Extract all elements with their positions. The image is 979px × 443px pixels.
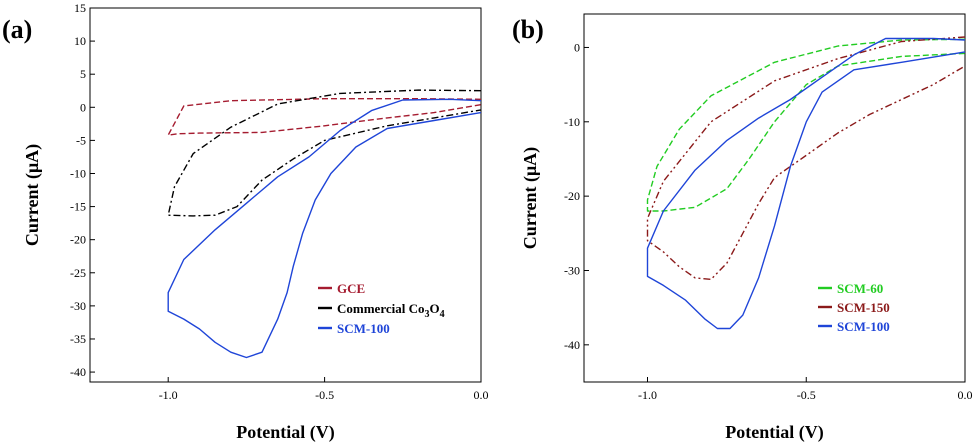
y-tick-label: -40 (564, 338, 580, 352)
y-tick-label: -20 (564, 189, 580, 203)
x-tick-label: -1.0 (638, 388, 657, 402)
y-tick-label: -35 (70, 332, 86, 346)
y-tick-label: -20 (70, 233, 86, 247)
x-tick-label: -0.5 (315, 388, 334, 402)
series-line (167, 98, 482, 359)
y-tick-label: 0 (80, 100, 86, 114)
x-tick-label: -1.0 (159, 388, 178, 402)
y-tick-label: 15 (74, 1, 86, 15)
y-tick-label: -10 (70, 166, 86, 180)
x-axis-title: Potential (V) (725, 422, 823, 443)
legend-label-text: SCM-150 (837, 300, 890, 315)
legend-label: SCM-100 (837, 319, 890, 334)
legend-label-text: GCE (337, 281, 365, 296)
legend-label: GCE (337, 281, 365, 296)
legend-label: SCM-100 (337, 321, 390, 336)
y-tick-label: -30 (564, 263, 580, 277)
x-axis-title: Potential (V) (236, 422, 334, 443)
plot-frame (89, 7, 482, 383)
panel-label: (a) (2, 15, 32, 44)
y-tick-label: -5 (76, 133, 86, 147)
legend-label-subscript: 4 (440, 309, 445, 320)
legend-label-text: O (429, 301, 439, 316)
legend-label-text: SCM-100 (337, 321, 390, 336)
y-tick-label: -25 (70, 266, 86, 280)
legend-label: SCM-150 (837, 300, 890, 315)
plot-frame (583, 13, 966, 383)
y-axis-title: Current (μA) (22, 144, 43, 246)
chart-panel-a: (a) -1.0 -0.5 0.0 15 10 5 0 -5 -10 -15 -20 -25 -30 -35… (2, 1, 489, 443)
x-tick-label: -0.5 (797, 388, 816, 402)
legend: SCM-60 SCM-150 SCM-100 (818, 281, 890, 334)
legend-label: Commercial Co3O4 (337, 301, 445, 320)
y-tick-label: 0 (574, 40, 580, 54)
y-tick-label: -30 (70, 299, 86, 313)
legend-label-text: SCM-60 (837, 281, 883, 296)
x-tick-label: 0.0 (474, 388, 489, 402)
y-tick-label: 10 (74, 34, 86, 48)
y-tick-label: -10 (564, 115, 580, 129)
y-axis-title: Current (μA) (520, 147, 541, 249)
series-line (167, 98, 482, 136)
series-line (646, 38, 966, 212)
series-line (646, 36, 966, 281)
legend-label-text: SCM-100 (837, 319, 890, 334)
y-tick-label: -15 (70, 200, 86, 214)
legend-label: SCM-60 (837, 281, 883, 296)
chart-panel-b: (b) -1.0 -0.5 0.0 0 -10 -20 -30 -40 Potential (V)… (512, 13, 973, 443)
series-line (167, 89, 482, 217)
y-tick-label: 5 (80, 67, 86, 81)
legend-label-subscript: 3 (424, 309, 429, 320)
panel-label: (b) (512, 15, 544, 44)
x-tick-label: 0.0 (958, 388, 973, 402)
legend-label-text: Commercial Co (337, 301, 424, 316)
y-tick-label: -40 (70, 365, 86, 379)
series-line (646, 37, 966, 330)
